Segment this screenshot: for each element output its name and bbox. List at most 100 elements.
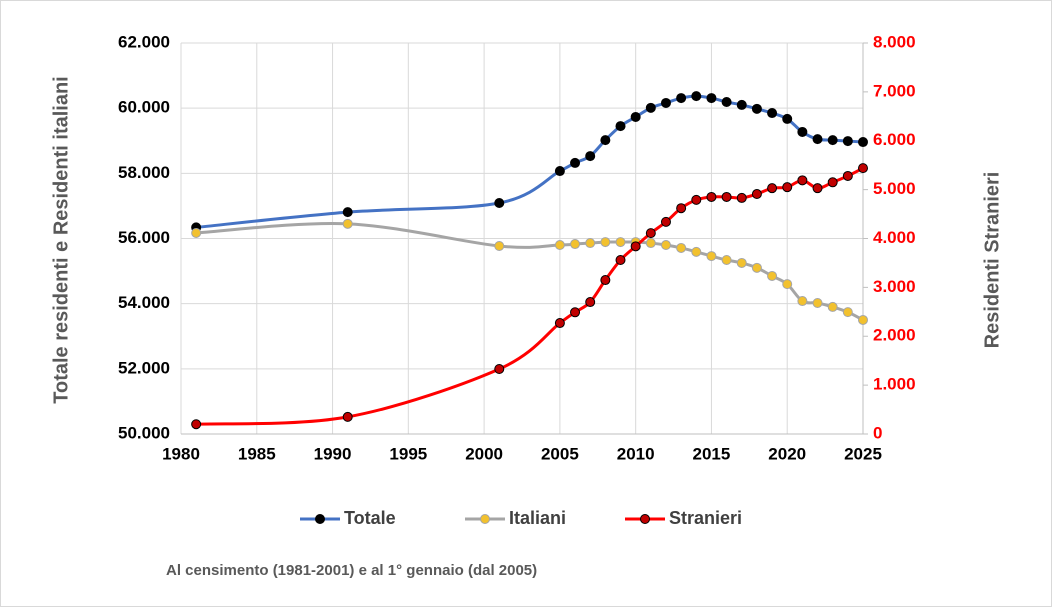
data-point <box>570 239 581 250</box>
data-point <box>660 240 671 251</box>
x-tick-label: 1990 <box>314 444 352 463</box>
data-point <box>706 191 717 202</box>
data-point <box>494 240 505 251</box>
data-point <box>812 134 823 145</box>
legend-marker <box>640 514 650 524</box>
x-tick-label: 2000 <box>465 444 503 463</box>
data-point <box>797 175 808 186</box>
y2-tick-label: 3.000 <box>873 277 916 296</box>
legend-marker <box>480 514 490 524</box>
y-tick-label: 60.000 <box>118 98 170 117</box>
data-point <box>630 111 641 122</box>
legend-label: Stranieri <box>669 508 742 528</box>
data-point <box>630 241 641 252</box>
data-point <box>191 419 202 430</box>
data-point <box>736 99 747 110</box>
data-point <box>554 166 565 177</box>
data-point <box>827 177 838 188</box>
data-point <box>554 240 565 251</box>
y-tick-label: 62.000 <box>118 32 170 51</box>
data-point <box>858 314 868 325</box>
data-point <box>767 108 778 119</box>
data-point <box>676 203 687 214</box>
data-point <box>660 216 671 227</box>
data-point <box>767 183 778 194</box>
x-tick-label: 2025 <box>844 444 882 463</box>
y2-tick-label: 4.000 <box>873 228 916 247</box>
data-point <box>191 227 202 238</box>
y-tick-label: 50.000 <box>118 423 170 442</box>
legend-label: Totale <box>344 508 396 528</box>
data-point <box>706 251 717 262</box>
data-point <box>797 126 808 137</box>
data-point <box>676 93 687 104</box>
data-point <box>645 228 656 239</box>
y-tick-label: 56.000 <box>118 228 170 247</box>
data-point <box>812 183 823 194</box>
y2-axis-title: Residenti Stranieri <box>981 172 1003 349</box>
y2-tick-label: 5.000 <box>873 179 916 198</box>
y2-tick-label: 1.000 <box>873 375 916 394</box>
data-point <box>691 194 702 205</box>
data-point <box>812 298 823 309</box>
x-tick-label: 1980 <box>162 444 200 463</box>
data-point <box>615 255 626 266</box>
data-point <box>554 318 565 329</box>
data-point <box>827 301 838 312</box>
data-point <box>767 270 778 281</box>
data-point <box>342 411 353 422</box>
data-point <box>782 113 793 124</box>
data-point <box>570 157 581 168</box>
x-tick-label: 1985 <box>238 444 276 463</box>
data-point <box>691 246 702 257</box>
data-point <box>585 151 596 162</box>
x-tick-label: 2020 <box>768 444 806 463</box>
data-point <box>645 102 656 113</box>
data-point <box>600 275 611 286</box>
data-point <box>660 97 671 108</box>
data-point <box>782 279 793 290</box>
data-point <box>736 192 747 203</box>
x-tick-label: 2005 <box>541 444 579 463</box>
data-point <box>494 197 505 208</box>
y2-tick-label: 8.000 <box>873 32 916 51</box>
y-tick-label: 52.000 <box>118 358 170 377</box>
data-point <box>615 121 626 132</box>
data-point <box>751 103 762 114</box>
data-point <box>585 297 596 308</box>
data-point <box>721 96 732 107</box>
x-tick-label: 2015 <box>693 444 731 463</box>
data-point <box>585 238 596 249</box>
legend-marker <box>315 514 325 524</box>
data-point <box>842 136 853 147</box>
data-point <box>858 163 868 174</box>
data-point <box>494 363 505 374</box>
data-point <box>797 296 808 307</box>
data-point <box>706 93 717 104</box>
data-point <box>600 237 611 248</box>
x-tick-label: 2010 <box>617 444 655 463</box>
data-point <box>721 255 732 266</box>
data-point <box>858 137 868 148</box>
y2-tick-label: 7.000 <box>873 81 916 100</box>
data-point <box>751 262 762 273</box>
y-tick-label: 54.000 <box>118 293 170 312</box>
data-point <box>842 170 853 181</box>
data-point <box>342 207 353 218</box>
data-point <box>751 189 762 200</box>
y-tick-label: 58.000 <box>118 163 170 182</box>
x-tick-label: 1995 <box>389 444 427 463</box>
data-point <box>721 191 732 202</box>
data-point <box>342 218 353 229</box>
data-point <box>736 257 747 268</box>
y2-tick-label: 0 <box>873 423 882 442</box>
y-axis-title: Totale residenti e Residenti italiani <box>50 76 72 404</box>
data-point <box>615 237 626 248</box>
data-point <box>691 91 702 102</box>
y2-tick-label: 6.000 <box>873 130 916 149</box>
data-point <box>570 307 581 318</box>
data-point <box>676 242 687 253</box>
data-point <box>645 238 656 249</box>
data-point <box>782 182 793 193</box>
